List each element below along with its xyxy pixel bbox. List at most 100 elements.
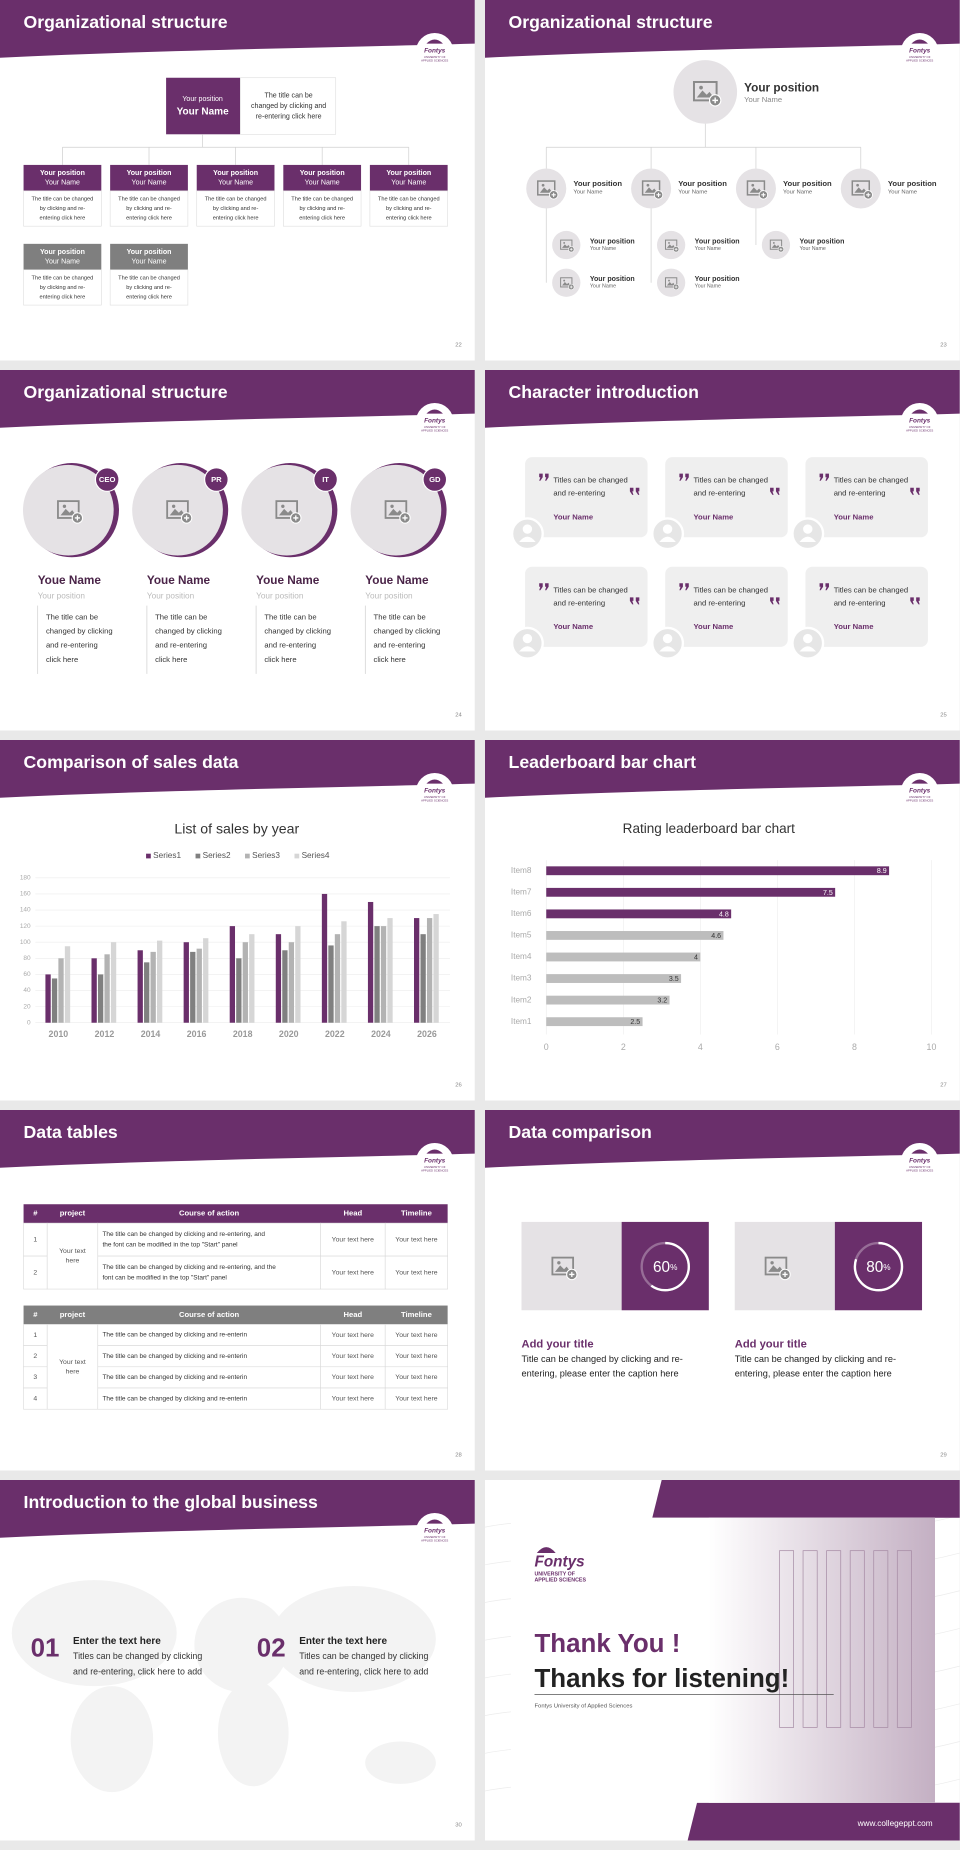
icon-sun [563, 279, 566, 282]
header-band [485, 740, 960, 798]
logo-name: Fontys [424, 1157, 446, 1164]
icon-sun [281, 504, 285, 508]
icon-mountain [644, 187, 658, 193]
position: Your position [888, 179, 937, 188]
slide: Organizational structure FontysUNIVERSITY… [0, 370, 475, 731]
head: Your text here [332, 1332, 374, 1339]
quote-text: and re-entering [694, 489, 746, 498]
image-icon [664, 277, 680, 291]
logo-mark [911, 779, 928, 784]
slide-title: Data comparison [509, 1122, 652, 1142]
logo-mark [911, 1149, 928, 1154]
name: Your Name [800, 246, 826, 252]
description: The title can be changed [291, 197, 353, 203]
logo-badge [415, 32, 454, 71]
logo-line: APPLIED SCIENCES [906, 428, 933, 432]
ring-value [640, 1241, 690, 1292]
legend-label: Series1 [153, 851, 181, 860]
x-tick-label: 2018 [233, 1029, 253, 1039]
icon-mountain [562, 244, 571, 248]
course: The title can be changed by clicking and… [102, 1332, 247, 1339]
photo [241, 464, 333, 556]
logo-name: Fontys [424, 47, 446, 54]
position: Your position [40, 170, 85, 177]
icon-mountain [666, 244, 676, 248]
y-tick-label: Item4 [511, 952, 532, 961]
avatar-head [803, 633, 813, 644]
header-band [485, 370, 960, 428]
photo [132, 464, 223, 556]
logo-line: APPLIED SCIENCES [906, 1168, 933, 1172]
project: Your text [59, 1359, 86, 1366]
corner-band [687, 1802, 960, 1841]
thanks: Thank You ! [534, 1630, 680, 1658]
row-number: 1 [33, 1236, 37, 1243]
page-number: 24 [455, 713, 462, 719]
avatar-body [519, 536, 536, 542]
y-tick-label: 60 [23, 971, 31, 978]
legend-swatch [245, 853, 250, 859]
course: the font can be modified in the top "Sta… [102, 1242, 237, 1249]
value-panel [834, 1221, 923, 1311]
percent: 60% [653, 1259, 678, 1276]
position: Your position [147, 591, 195, 600]
position: Your position [695, 276, 740, 283]
icon-mountain [388, 508, 404, 516]
bar [387, 918, 393, 1023]
percent-unit: % [670, 1263, 678, 1272]
head: Your text here [332, 1236, 374, 1243]
logo-mark [911, 409, 928, 414]
name: Youe Name [365, 574, 429, 587]
description: changed by clicking [264, 627, 331, 636]
page-number: 22 [455, 343, 462, 349]
badge [204, 467, 229, 492]
icon-frame [537, 180, 556, 196]
value-label: 7.5 [823, 890, 833, 897]
x-tick-label: 2022 [325, 1029, 345, 1039]
column-header: project [60, 1310, 86, 1319]
column-header: Timeline [401, 1209, 432, 1218]
logo-line: UNIVERSITY OF [909, 1165, 931, 1169]
description: entering click here [126, 294, 172, 300]
icon-plus [569, 247, 573, 251]
card-head [23, 243, 102, 270]
percent: 80% [866, 1259, 891, 1276]
quote-card [665, 566, 788, 647]
icon-plus [866, 192, 871, 197]
avatar [651, 626, 685, 660]
card-body [23, 269, 102, 306]
column-header: Head [343, 1209, 362, 1218]
quote-text: Titles can be changed [553, 585, 627, 594]
image-icon [560, 277, 575, 291]
icon-plus [761, 192, 766, 197]
timeline: Your text here [395, 1395, 437, 1402]
description: by clicking and re- [213, 206, 259, 212]
name: Your Name [694, 622, 734, 631]
description: changed by clicking [46, 627, 113, 636]
logo-line: UNIVERSITY OF [909, 55, 931, 59]
course: The title can be changed by clicking and… [102, 1231, 265, 1238]
description: changed by clicking [374, 627, 441, 636]
bar [91, 958, 97, 1023]
icon-plus [782, 1271, 788, 1278]
slide-title: Organizational structure [24, 382, 228, 402]
avatar [791, 626, 825, 660]
photo [22, 464, 114, 556]
description: entering, please enter the caption here [522, 1368, 679, 1378]
icon-sun [646, 183, 650, 187]
name: Your Name [695, 246, 721, 252]
icon-plus [74, 515, 80, 521]
description: and re-entering [46, 641, 98, 650]
x-tick-label: 0 [544, 1042, 549, 1052]
slide-background [0, 1110, 475, 1471]
position: Your position [590, 276, 635, 283]
card-body [196, 190, 275, 227]
card-head [23, 164, 102, 191]
bar [321, 893, 328, 1023]
column-header: # [33, 1209, 38, 1218]
table-cell [384, 1387, 448, 1410]
row-number: 1 [33, 1332, 37, 1339]
bar [426, 918, 433, 1023]
description: by clicking and re- [40, 285, 86, 291]
